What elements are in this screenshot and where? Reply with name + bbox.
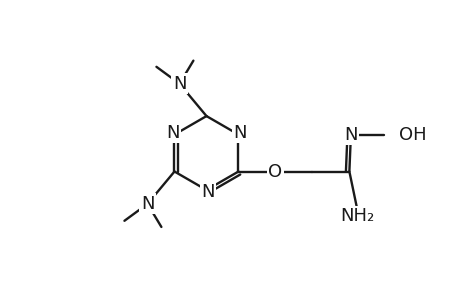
- Text: N: N: [233, 124, 246, 142]
- Text: N: N: [140, 195, 154, 213]
- Text: O: O: [268, 163, 282, 181]
- Text: N: N: [173, 75, 186, 93]
- Text: OH: OH: [398, 126, 426, 144]
- Text: N: N: [343, 126, 357, 144]
- Text: N: N: [166, 124, 179, 142]
- Text: N: N: [201, 182, 214, 200]
- Text: NH₂: NH₂: [339, 207, 373, 225]
